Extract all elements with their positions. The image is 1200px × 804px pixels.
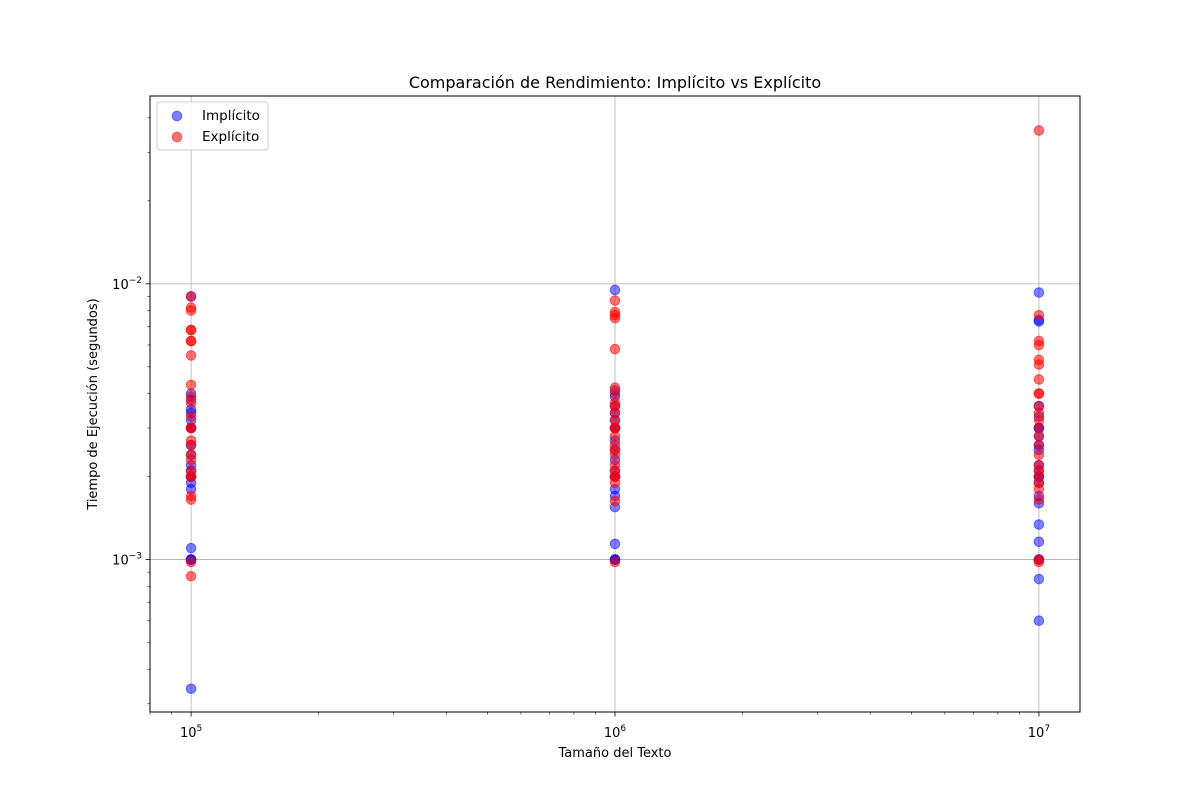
data-point [1033, 554, 1045, 565]
series-explicito [185, 125, 1045, 582]
data-point [1033, 573, 1045, 585]
y-tick-label: 10−3 [112, 552, 142, 569]
data-point [1033, 354, 1045, 366]
data-point [185, 335, 197, 347]
data-point [1033, 536, 1045, 548]
data-point [185, 411, 197, 422]
legend-label-explicito: Explícito [202, 129, 259, 145]
data-point [1033, 287, 1045, 298]
data-point [185, 350, 197, 361]
data-point [185, 683, 197, 695]
y-tick-label: 10−2 [112, 276, 142, 293]
y-axis-label: Tiempo de Ejecución (segundos) [86, 298, 101, 510]
data-point [185, 542, 197, 554]
data-point [609, 343, 621, 355]
data-point [1033, 335, 1045, 347]
data-point [185, 556, 197, 568]
x-tick-label: 107 [1028, 724, 1050, 741]
data-point [609, 495, 621, 507]
data-point [609, 284, 621, 296]
data-point [609, 556, 621, 568]
data-point [185, 465, 197, 477]
data-point [185, 449, 197, 461]
data-point [1033, 494, 1045, 505]
data-point [609, 538, 621, 550]
legend-label-implicito: Implícito [202, 108, 260, 124]
data-point [609, 382, 621, 394]
x-tick-label: 105 [180, 724, 202, 741]
legend-marker-implicito [171, 110, 183, 122]
data-point [1033, 615, 1045, 627]
data-point [185, 435, 197, 446]
axis-tick-labels: 105 106 107 10−3 10−2 [112, 276, 1050, 741]
data-point [1033, 400, 1045, 412]
data-point [185, 291, 197, 302]
data-point [1033, 374, 1045, 385]
data-point [185, 570, 197, 582]
data-point [185, 379, 197, 391]
data-point [185, 302, 197, 313]
data-point [185, 490, 197, 502]
data-point [1033, 519, 1045, 530]
data-point [1033, 449, 1045, 461]
legend: Implícito Explícito [156, 101, 269, 151]
data-point [609, 295, 621, 306]
data-point [1033, 459, 1045, 471]
data-point [185, 422, 197, 434]
data-point [1033, 388, 1045, 399]
data-point [609, 439, 621, 451]
legend-marker-explicito [171, 131, 183, 143]
data-points [185, 125, 1045, 695]
data-point [185, 391, 197, 402]
data-point [1033, 309, 1045, 321]
data-point [609, 459, 621, 471]
data-point [1033, 125, 1045, 136]
axis-ticks [145, 117, 1040, 717]
chart-title: Comparación de Rendimiento: Implícito vs… [409, 73, 821, 92]
data-point [1033, 439, 1045, 451]
data-point [609, 306, 621, 318]
x-tick-label: 106 [604, 724, 627, 741]
legend-box [156, 101, 269, 151]
data-point [609, 397, 621, 409]
data-point [185, 324, 197, 336]
x-axis-label: Tamaño del Texto [558, 746, 672, 761]
